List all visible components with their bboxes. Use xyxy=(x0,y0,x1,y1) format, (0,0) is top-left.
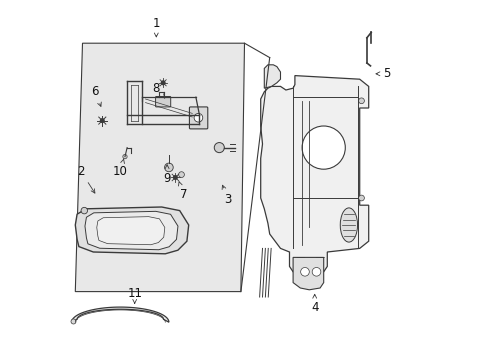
Circle shape xyxy=(300,267,309,276)
Text: 6: 6 xyxy=(91,85,101,106)
Circle shape xyxy=(164,163,173,172)
Text: 10: 10 xyxy=(113,159,127,177)
FancyBboxPatch shape xyxy=(189,107,207,129)
Circle shape xyxy=(214,143,224,153)
Circle shape xyxy=(71,319,76,324)
Circle shape xyxy=(173,176,177,179)
Text: 11: 11 xyxy=(127,287,142,303)
Text: 7: 7 xyxy=(178,182,187,201)
Text: 3: 3 xyxy=(222,185,231,206)
Text: 8: 8 xyxy=(152,82,164,98)
Polygon shape xyxy=(292,257,323,290)
FancyBboxPatch shape xyxy=(155,96,170,107)
Circle shape xyxy=(161,81,164,85)
Polygon shape xyxy=(264,65,280,88)
Polygon shape xyxy=(75,207,188,254)
Circle shape xyxy=(358,195,364,201)
Polygon shape xyxy=(260,76,368,272)
Polygon shape xyxy=(72,307,168,322)
Circle shape xyxy=(81,207,87,214)
Circle shape xyxy=(178,172,184,177)
Circle shape xyxy=(101,119,104,122)
Ellipse shape xyxy=(302,126,345,169)
Circle shape xyxy=(122,154,127,159)
Text: 1: 1 xyxy=(152,17,160,37)
Polygon shape xyxy=(85,211,178,250)
Circle shape xyxy=(194,113,203,122)
Ellipse shape xyxy=(340,208,357,242)
Text: 5: 5 xyxy=(375,67,389,80)
Circle shape xyxy=(358,98,364,104)
Text: 9: 9 xyxy=(163,165,170,185)
Text: 2: 2 xyxy=(77,165,95,193)
Text: 4: 4 xyxy=(310,294,318,314)
Polygon shape xyxy=(97,217,164,245)
Circle shape xyxy=(311,267,320,276)
Polygon shape xyxy=(75,43,244,292)
